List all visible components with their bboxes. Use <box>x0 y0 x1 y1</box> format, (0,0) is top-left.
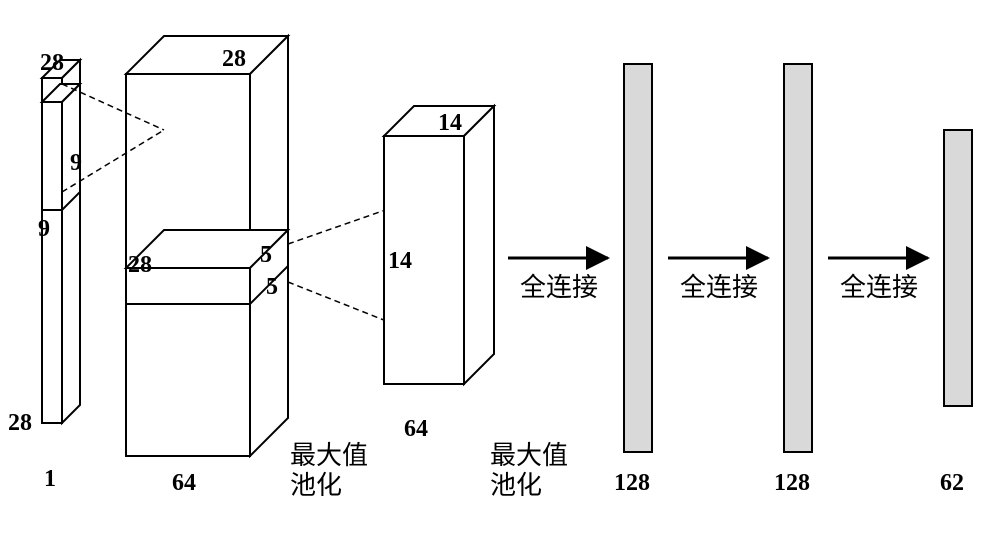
svg-text:最大值: 最大值 <box>490 440 568 470</box>
svg-text:池化: 池化 <box>490 470 542 500</box>
svg-text:池化: 池化 <box>290 470 342 500</box>
svg-text:最大值: 最大值 <box>290 440 368 470</box>
svg-text:全连接: 全连接 <box>520 272 598 302</box>
svg-text:9: 9 <box>70 150 82 176</box>
svg-text:9: 9 <box>38 216 50 242</box>
cnn-diagram: 282819928286455141464最大值池化最大值池化全连接全连接全连接… <box>0 0 1000 552</box>
svg-text:28: 28 <box>8 410 32 436</box>
svg-text:28: 28 <box>222 46 246 72</box>
svg-text:128: 128 <box>774 470 810 496</box>
svg-text:5: 5 <box>260 242 272 268</box>
svg-text:62: 62 <box>940 470 964 496</box>
svg-text:28: 28 <box>128 252 152 278</box>
svg-text:5: 5 <box>266 274 278 300</box>
svg-text:1: 1 <box>44 466 56 492</box>
svg-text:14: 14 <box>388 248 412 274</box>
svg-text:64: 64 <box>172 470 196 496</box>
svg-text:64: 64 <box>404 416 428 442</box>
svg-text:128: 128 <box>614 470 650 496</box>
svg-text:全连接: 全连接 <box>680 272 758 302</box>
svg-text:全连接: 全连接 <box>840 272 918 302</box>
svg-text:28: 28 <box>40 50 64 76</box>
svg-text:14: 14 <box>438 110 462 136</box>
